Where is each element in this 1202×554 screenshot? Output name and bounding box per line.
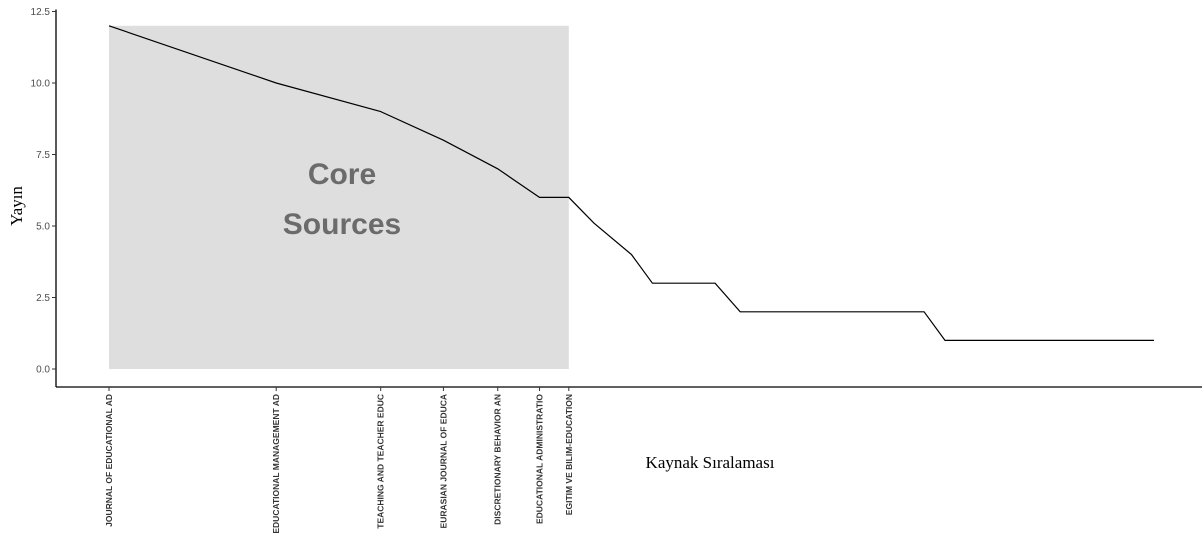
x-category-label: JOURNAL OF EDUCATIONAL AD (104, 394, 114, 527)
x-category-label: EURASIAN JOURNAL OF EDUCA (438, 394, 448, 528)
y-tick-label: 7.5 (36, 150, 50, 161)
core-label-line1: Core (308, 158, 376, 191)
core-label-line2: Sources (283, 208, 401, 241)
core-sources-zone (109, 25, 569, 370)
x-category-label: EGITIM VE BILIM-EDUCATION (564, 394, 574, 515)
y-tick-label: 2.5 (36, 293, 50, 304)
x-category-label: EDUCATIONAL MANAGEMENT AD (271, 394, 281, 534)
x-axis-title: Kaynak Sıralaması (646, 453, 775, 472)
series-line (108, 25, 1154, 341)
x-axis-ticks: JOURNAL OF EDUCATIONAL AD EDUCATIONAL MAN… (104, 387, 574, 534)
y-tick-label: 5.0 (36, 222, 50, 233)
y-axis-ticks: 0.0 2.5 5.0 7.5 10.0 12.5 (31, 7, 56, 376)
y-tick-label: 10.0 (31, 79, 51, 90)
x-category-label: TEACHING AND TEACHER EDUC (376, 394, 386, 529)
x-category-label: EDUCATIONAL ADMINISTRATIO (535, 394, 545, 524)
y-axis-title: Yayın (7, 186, 26, 226)
x-category-label: DISCRETIONARY BEHAVIOR AN (493, 394, 503, 525)
y-tick-label: 0.0 (36, 365, 50, 376)
y-tick-label: 12.5 (31, 7, 51, 18)
